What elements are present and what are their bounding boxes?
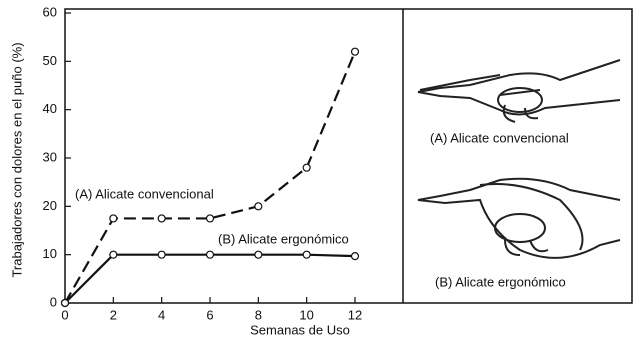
frame	[64, 8, 633, 304]
illustration-b	[417, 177, 621, 259]
y-tick-label: 10	[43, 246, 57, 261]
data-point	[254, 202, 263, 211]
x-tick-label: 2	[110, 307, 117, 322]
x-axis-label: Semanas de Uso	[250, 322, 350, 337]
x-tick-label: 6	[206, 307, 213, 322]
x-tick-label: 8	[255, 307, 262, 322]
data-point	[254, 250, 263, 259]
y-tick-label: 60	[43, 4, 57, 19]
y-tick-label: 20	[43, 198, 57, 213]
series-label: (B) Alicate ergonómico	[218, 231, 349, 246]
y-tick-label: 0	[50, 294, 57, 309]
data-point	[302, 163, 311, 172]
data-point	[60, 298, 70, 308]
data-point	[302, 250, 311, 259]
x-tick-label: 12	[348, 307, 362, 322]
data-point	[205, 214, 215, 223]
illustration-a	[417, 59, 621, 123]
y-tick-label: 40	[43, 101, 57, 116]
data-point	[109, 214, 118, 223]
data-point	[157, 250, 166, 259]
data-point	[205, 250, 215, 259]
illustration-caption: (A) Alicate convencional	[430, 130, 569, 145]
y-tick-label: 30	[43, 149, 57, 164]
data-point	[350, 47, 360, 56]
series-line	[64, 51, 357, 304]
illustration-caption: (B) Alicate ergonómico	[435, 274, 566, 289]
x-tick-label: 10	[299, 307, 313, 322]
data-point	[109, 250, 118, 259]
series-line	[64, 253, 356, 304]
y-axis-label: Trabajadores con dolores en el puño (%)	[9, 42, 24, 277]
x-tick-label: 4	[158, 307, 165, 322]
y-tick-label: 50	[43, 53, 57, 68]
series-label: (A) Alicate convencional	[75, 186, 214, 201]
data-point	[157, 214, 166, 223]
data-point	[350, 252, 360, 261]
x-tick-label: 0	[61, 307, 68, 322]
